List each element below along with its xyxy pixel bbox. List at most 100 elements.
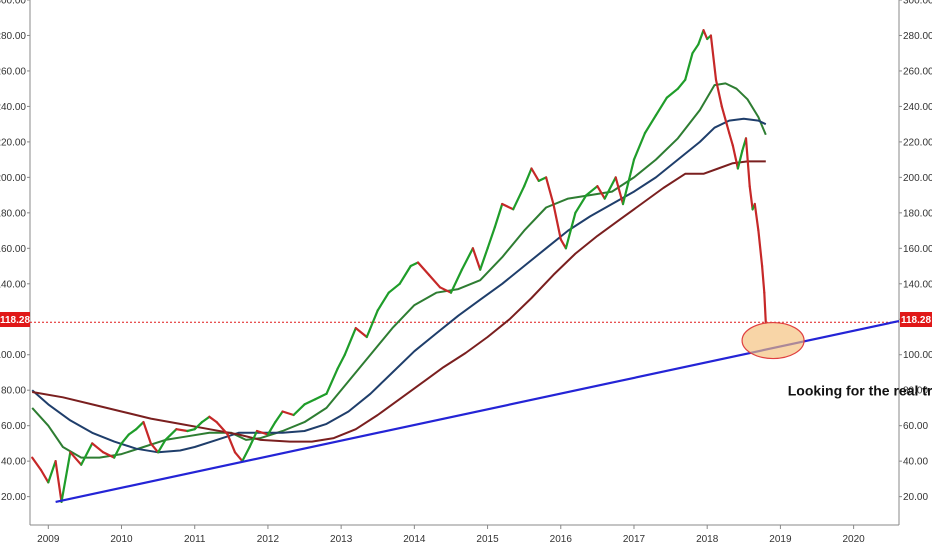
price-segment-down — [544, 176, 555, 206]
price-segment-down — [39, 468, 50, 484]
price-segment-up — [603, 176, 617, 200]
price-wick-trace — [31, 28, 767, 502]
price-segment-up — [479, 247, 489, 271]
price-segment-up — [523, 167, 533, 188]
price-segment-up — [537, 176, 548, 182]
y-tick-label-left: 40.00 — [1, 457, 26, 468]
y-axis-left: 20.0040.0060.0080.00100.00120.00140.0016… — [0, 0, 30, 503]
price-segment-down — [714, 78, 723, 108]
price-segment-up — [365, 309, 379, 339]
price-segment-down — [471, 247, 482, 271]
y-tick-label-left: 20.00 — [1, 492, 26, 503]
price-segment-down — [149, 442, 160, 454]
highlight-group — [741, 321, 805, 360]
price-segment-up — [574, 194, 588, 214]
price-segment-up — [60, 451, 72, 503]
price-segment-up — [449, 268, 463, 294]
price-segment-up — [325, 367, 339, 395]
price-segment-down — [208, 415, 218, 424]
price-segment-up — [493, 202, 504, 229]
price-segment-down — [354, 327, 368, 339]
x-tick-label: 2010 — [110, 534, 133, 545]
price-segment-up — [120, 433, 130, 445]
y-tick-label-right: 80.00 — [903, 386, 928, 397]
price-segment-down — [175, 428, 189, 433]
price-segment-up — [113, 442, 123, 459]
price-segment-down — [728, 131, 734, 147]
x-tick-label: 2009 — [37, 534, 60, 545]
highlight-ellipse — [741, 321, 805, 360]
price-segment-up — [585, 185, 599, 197]
price-segment-up — [200, 415, 211, 424]
price-badge-right — [900, 312, 932, 327]
price-segment-up — [376, 291, 390, 312]
y-tick-label-left: 220.00 — [0, 137, 26, 148]
price-segment-up — [387, 282, 401, 294]
y-tick-label-right: 100.00 — [903, 350, 932, 361]
y-tick-label-left: 260.00 — [0, 66, 26, 77]
price-segment-up — [274, 410, 284, 424]
x-tick-label: 2017 — [623, 534, 646, 545]
price-segment-down — [702, 29, 709, 41]
price-segment-down — [54, 460, 63, 503]
price-segment-up — [460, 247, 474, 271]
price-segment-up — [336, 353, 346, 370]
badges: 118.28 118.28 — [0, 312, 932, 327]
y-tick-label-right: 60.00 — [903, 421, 928, 432]
price-segment-up — [621, 158, 636, 206]
price-segment-down — [226, 433, 237, 454]
y-tick-label-right: 180.00 — [903, 208, 932, 219]
price-segment-down — [614, 176, 625, 206]
x-tick-label: 2011 — [184, 534, 206, 545]
price-segment-down — [596, 185, 606, 200]
y-tick-label-left: 160.00 — [0, 244, 26, 255]
price-segment-down — [427, 273, 442, 289]
price-segment-up — [697, 29, 705, 46]
y-tick-label-left: 140.00 — [0, 279, 26, 290]
price-segment-up — [564, 211, 577, 250]
x-axis: 2009 2010 2011 2012 2013 2014 2015 2016 2017 2018… — [37, 525, 865, 545]
y-tick-label-right: 300.00 — [903, 0, 932, 7]
price-segment-up — [398, 264, 412, 285]
price-segment-up — [193, 421, 204, 431]
price-segment-down — [91, 442, 105, 454]
price-segment-up — [266, 421, 277, 436]
price-segment-up — [303, 398, 317, 406]
y-tick-label-left: 280.00 — [0, 31, 26, 42]
price-segment-up — [343, 327, 357, 356]
x-tick-label: 2013 — [330, 534, 353, 545]
y-tick-label-right: 160.00 — [903, 244, 932, 255]
y-tick-label-right: 40.00 — [903, 457, 928, 468]
price-segment-up — [643, 114, 658, 135]
price-segment-up — [292, 403, 306, 417]
price-segment-up — [157, 438, 167, 454]
x-tick-label: 2020 — [842, 534, 865, 545]
x-tick-label: 2016 — [550, 534, 573, 545]
price-segment-down — [438, 286, 453, 294]
price-series — [31, 28, 767, 503]
price-segment-down — [501, 202, 515, 211]
price-segment-up — [512, 185, 526, 211]
price-segment-up — [684, 52, 694, 81]
price-segment-up — [135, 421, 145, 431]
y-tick-label-left: 200.00 — [0, 173, 26, 184]
price-segment-down — [142, 421, 152, 445]
price-segment-up — [409, 261, 420, 268]
price-segment-down — [709, 34, 718, 81]
price-segment-up — [676, 78, 687, 90]
chart-area — [29, 0, 900, 526]
moving-average-line-3 — [32, 160, 766, 443]
price-segment-up — [665, 87, 680, 99]
y-tick-label-right: 260.00 — [903, 66, 932, 77]
price-segment-down — [757, 229, 764, 268]
y-tick-label-left: 300.00 — [0, 0, 26, 7]
x-tick-label: 2015 — [476, 534, 499, 545]
moving-average-line-1 — [31, 82, 767, 459]
annotation-text: Looking for the real trendline? — [788, 383, 932, 399]
y-tick-label-left: 180.00 — [0, 208, 26, 219]
y-tick-label-right: 20.00 — [903, 492, 928, 503]
x-tick-label: 2012 — [257, 534, 280, 545]
price-segment-down — [281, 410, 295, 417]
price-segment-up — [632, 131, 647, 161]
